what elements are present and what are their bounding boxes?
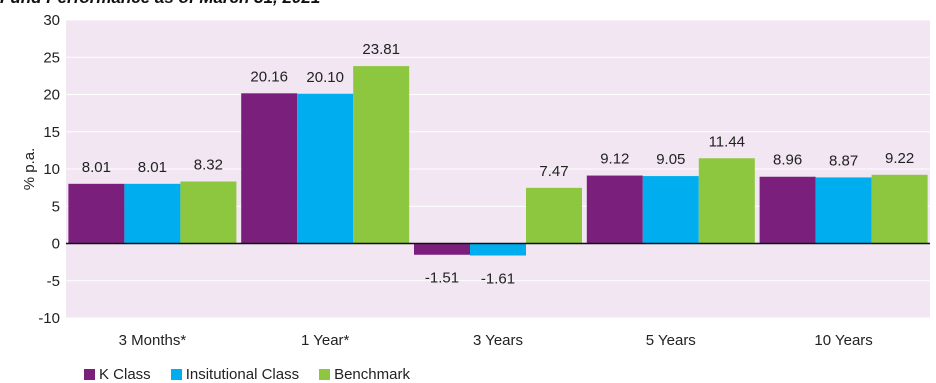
y-tick-label: 0 <box>52 236 60 253</box>
data-label: 23.81 <box>362 41 400 58</box>
x-tick-label: 1 Year* <box>301 332 350 349</box>
data-label: 8.87 <box>829 152 858 169</box>
legend-swatch <box>84 369 95 380</box>
data-label: 8.01 <box>82 159 111 176</box>
data-label: 8.01 <box>138 159 167 176</box>
y-tick-label: 5 <box>52 198 60 215</box>
bar-k-class <box>68 183 125 244</box>
x-tick-label: 5 Years <box>646 332 696 349</box>
bar-insitutional-class <box>297 93 354 244</box>
legend: K Class Insitutional Class Benchmark <box>84 366 410 383</box>
data-label: 9.05 <box>656 151 685 168</box>
bar-benchmark <box>871 174 928 244</box>
legend-label: Insitutional Class <box>185 366 300 383</box>
y-tick-label: 25 <box>43 49 60 66</box>
chart-title: Fund Performance as of March 31, 2021 <box>0 0 320 8</box>
y-tick-label: 15 <box>43 124 60 141</box>
bar-benchmark <box>526 187 582 244</box>
y-tick-label: 20 <box>43 87 60 104</box>
x-axis-ticks: 3 Months* 1 Year* 3 Years 5 Years 10 Years <box>119 332 873 349</box>
data-label: 8.96 <box>773 152 802 169</box>
data-label: 8.32 <box>194 157 223 174</box>
y-axis-label: % p.a. <box>21 148 38 191</box>
bar-k-class <box>241 93 298 244</box>
bar-insitutional-class <box>642 176 699 244</box>
x-tick-label: 3 Months* <box>119 332 187 349</box>
data-label: 20.10 <box>306 69 344 86</box>
bar-insitutional-class <box>124 183 181 244</box>
legend-swatch <box>170 369 182 380</box>
data-label: -1.61 <box>481 270 515 287</box>
data-label: -1.51 <box>425 270 459 287</box>
legend-label: Benchmark <box>334 366 410 383</box>
bar-insitutional-class <box>815 177 872 244</box>
legend-label: K Class <box>99 366 151 383</box>
y-axis-ticks: 30 25 20 15 10 5 0 -5 -10 <box>38 12 60 327</box>
legend-item: K Class <box>84 366 151 383</box>
legend-item: Insitutional Class <box>170 366 300 383</box>
bar-benchmark <box>180 181 237 244</box>
bar-k-class <box>759 176 816 244</box>
bar-k-class <box>586 175 643 244</box>
legend-swatch <box>319 369 331 380</box>
x-tick-label: 10 Years <box>814 332 872 349</box>
bar-benchmark <box>353 66 410 244</box>
legend-item: Benchmark <box>319 366 410 383</box>
data-label: 20.16 <box>250 68 288 85</box>
data-label: 11.44 <box>709 133 745 150</box>
y-tick-label: 30 <box>43 12 60 29</box>
bar-benchmark <box>698 158 755 244</box>
data-label: 9.22 <box>885 150 914 167</box>
bar-insitutional-class <box>470 243 526 256</box>
y-tick-label: 10 <box>43 161 60 178</box>
bar-k-class <box>414 243 470 255</box>
data-label: 9.12 <box>600 151 629 168</box>
bar-chart: 30 25 20 15 10 5 0 -5 -10 3 Months* 1 Year* 3 Year… <box>21 12 930 349</box>
bars <box>68 66 928 256</box>
y-tick-label: -10 <box>38 310 60 327</box>
data-labels: 8.01 8.01 8.32 20.16 20.10 23.81 -1.51 -1.61 7.4… <box>82 41 914 287</box>
x-tick-label: 3 Years <box>473 332 523 349</box>
data-label: 7.47 <box>539 163 568 180</box>
y-tick-label: -5 <box>47 273 60 290</box>
